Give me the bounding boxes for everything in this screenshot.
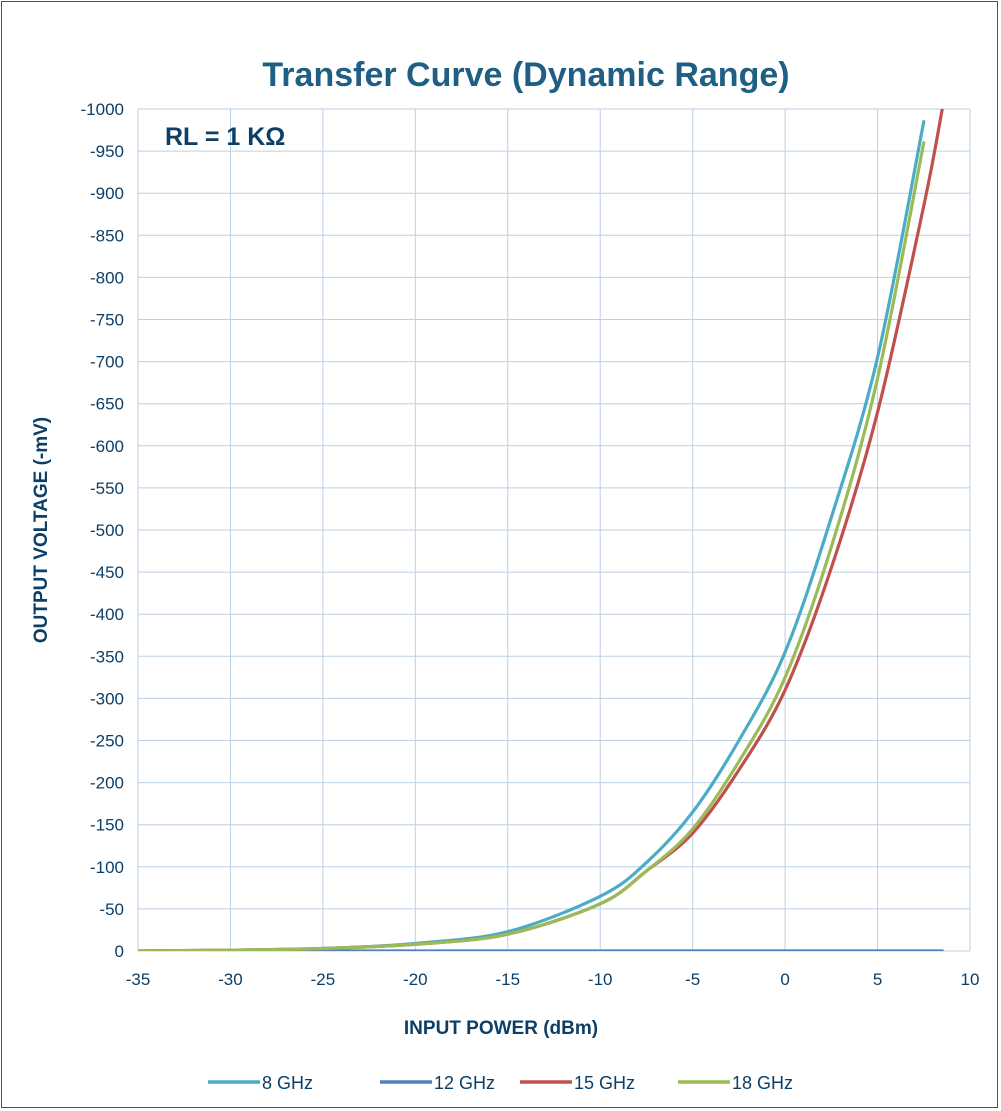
y-tick-label: -150 bbox=[90, 816, 124, 835]
series-lines bbox=[138, 109, 944, 951]
y-tick-label: -750 bbox=[90, 311, 124, 330]
y-axis-ticks: -1000-950-900-850-800-750-700-650-600-55… bbox=[81, 100, 124, 961]
y-tick-label: -950 bbox=[90, 142, 124, 161]
y-tick-label: -200 bbox=[90, 774, 124, 793]
x-tick-label: -35 bbox=[126, 970, 151, 989]
x-tick-label: -30 bbox=[218, 970, 243, 989]
x-tick-label: -25 bbox=[311, 970, 336, 989]
x-tick-label: -5 bbox=[685, 970, 700, 989]
x-tick-label: 10 bbox=[961, 970, 980, 989]
x-axis-ticks: -35 -30 -25 -20 -15 -10 -5 0 5 10 bbox=[126, 970, 980, 989]
x-tick-label: 0 bbox=[780, 970, 789, 989]
chart-title: Transfer Curve (Dynamic Range) bbox=[262, 56, 789, 94]
y-axis-title: OUTPUT VOLTAGE (-mV) bbox=[31, 417, 52, 643]
y-tick-label: -650 bbox=[90, 395, 124, 414]
y-tick-label: -700 bbox=[90, 353, 124, 372]
series-line-8-ghz bbox=[138, 120, 926, 951]
y-tick-label: -450 bbox=[90, 563, 124, 582]
legend-label: 18 GHz bbox=[732, 1073, 793, 1093]
legend-label: 15 GHz bbox=[574, 1073, 635, 1093]
x-tick-label: -20 bbox=[403, 970, 428, 989]
x-tick-label: -10 bbox=[588, 970, 613, 989]
y-tick-label: -850 bbox=[90, 226, 124, 245]
series-line-18-ghz bbox=[138, 141, 926, 951]
legend: 8 GHz 12 GHz 15 GHz 18 GHz bbox=[208, 1073, 793, 1093]
y-tick-label: -250 bbox=[90, 732, 124, 751]
rl-annotation: RL = 1 KΩ bbox=[165, 123, 285, 151]
y-tick-label: -300 bbox=[90, 689, 124, 708]
y-tick-label: -350 bbox=[90, 647, 124, 666]
legend-label: 8 GHz bbox=[262, 1073, 313, 1093]
y-tick-label: -400 bbox=[90, 605, 124, 624]
y-tick-label: -100 bbox=[90, 858, 124, 877]
y-tick-label: -1000 bbox=[81, 100, 124, 119]
y-tick-label: -900 bbox=[90, 184, 124, 203]
y-tick-label: -50 bbox=[99, 900, 124, 919]
legend-label: 12 GHz bbox=[434, 1073, 495, 1093]
y-tick-label: -550 bbox=[90, 479, 124, 498]
y-tick-label: -600 bbox=[90, 437, 124, 456]
x-axis-title: INPUT POWER (dBm) bbox=[404, 1018, 598, 1039]
x-tick-label: -15 bbox=[495, 970, 520, 989]
y-tick-label: -800 bbox=[90, 268, 124, 287]
y-tick-label: -500 bbox=[90, 521, 124, 540]
y-tick-label: 0 bbox=[115, 942, 124, 961]
x-tick-label: 5 bbox=[873, 970, 882, 989]
